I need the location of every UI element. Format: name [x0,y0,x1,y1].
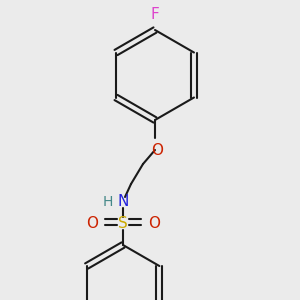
Text: O: O [148,217,160,232]
Text: H: H [103,195,113,209]
Text: O: O [86,217,98,232]
Text: O: O [151,143,163,158]
Text: N: N [117,194,129,209]
Text: S: S [118,217,128,232]
Text: F: F [151,7,159,22]
